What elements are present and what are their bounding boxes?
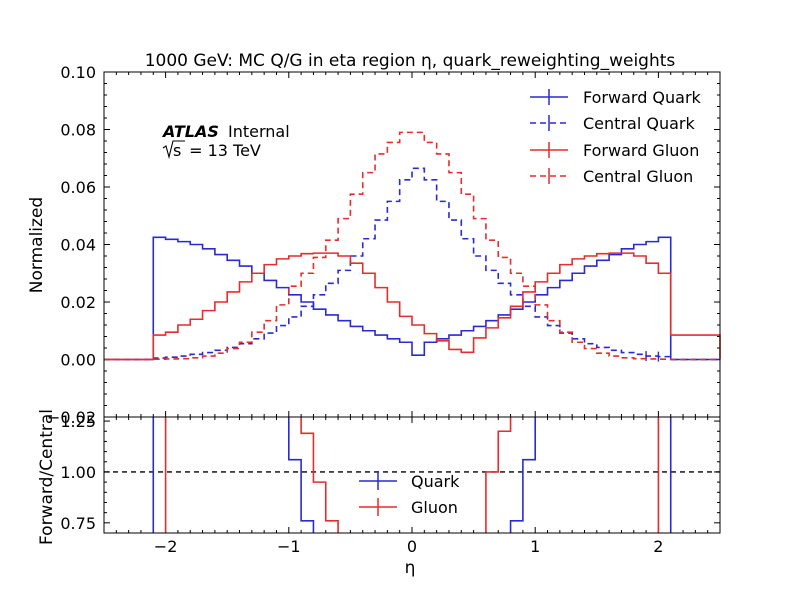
legend-label: Forward Quark bbox=[583, 88, 702, 107]
legend-item-gluon: Gluon bbox=[359, 498, 458, 517]
ratio-xtick-label: −2 bbox=[154, 537, 178, 556]
atlas-label: ATLAS Internal s = 13 TeV bbox=[161, 122, 290, 160]
legend-item-central-quark: Central Quark bbox=[530, 114, 695, 133]
energy-label: s = 13 TeV bbox=[162, 140, 261, 160]
sqrt-sign-icon bbox=[162, 140, 185, 160]
legend-item-forward-quark: Forward Quark bbox=[530, 88, 702, 107]
ratio-xtick-label: 0 bbox=[407, 537, 417, 556]
main-plot-panel: −0.02 0.00 0.02 0.04 0.06 0.08 0.10 Normalized… bbox=[27, 63, 721, 427]
main-ytick-label: −0.02 bbox=[47, 408, 96, 427]
ratio-xlabel: η bbox=[405, 558, 416, 578]
ratio-ytick-label: 1.00 bbox=[60, 463, 96, 482]
main-ytick-label: 0.00 bbox=[60, 351, 96, 370]
energy-prefix: s bbox=[173, 141, 181, 160]
legend-item-central-gluon: Central Gluon bbox=[530, 167, 693, 186]
legend-label: Quark bbox=[411, 472, 460, 491]
main-ytick-label: 0.10 bbox=[60, 63, 96, 82]
ratio-series-1-segment-2 bbox=[485, 417, 512, 533]
legend-label: Gluon bbox=[411, 498, 458, 517]
ratio-series-0-segment-1 bbox=[288, 417, 315, 533]
svg-text:ATLAS Internal: ATLAS Internal bbox=[161, 122, 290, 141]
ratio-legend: Quark Gluon bbox=[359, 472, 460, 517]
ratio-xtick-label: 1 bbox=[530, 537, 540, 556]
main-ylabel: Normalized bbox=[27, 197, 47, 293]
ratio-ytick-label: 0.75 bbox=[60, 514, 96, 533]
ratio-plot-panel: 0.75 1.00 1.25 −2 −1 0 1 2 Forward/Central η Qu… bbox=[37, 409, 721, 578]
main-series-group bbox=[104, 131, 721, 362]
legend-label: Forward Gluon bbox=[583, 141, 699, 160]
ratio-series-1-segment-1 bbox=[300, 417, 339, 533]
ratio-ylabel: Forward/Central bbox=[37, 409, 57, 545]
energy-value: = 13 TeV bbox=[184, 141, 261, 160]
ratio-xtick-label: 2 bbox=[653, 537, 663, 556]
ratio-xtick-label: −1 bbox=[277, 537, 301, 556]
series-line-2 bbox=[104, 252, 721, 361]
main-ytick-label: 0.06 bbox=[60, 178, 96, 197]
main-ytick-label: 0.04 bbox=[60, 236, 96, 255]
series-line-1 bbox=[104, 167, 720, 361]
main-ytick-label: 0.02 bbox=[60, 293, 96, 312]
legend-item-forward-gluon: Forward Gluon bbox=[530, 141, 699, 160]
series-line-0 bbox=[104, 236, 720, 361]
ratio-plot-frame bbox=[103, 416, 721, 534]
ratio-series-group bbox=[152, 417, 672, 533]
series-line-3 bbox=[104, 131, 720, 361]
ratio-series-0-segment-2 bbox=[509, 417, 536, 533]
main-legend: Forward Quark Central Quark Forward Gluo… bbox=[530, 88, 702, 186]
ratio-ytick-label: 1.25 bbox=[60, 412, 96, 431]
main-ytick-label: 0.08 bbox=[60, 121, 96, 140]
legend-label: Central Quark bbox=[583, 114, 695, 133]
atlas-experiment: ATLAS bbox=[161, 122, 219, 141]
atlas-status: Internal bbox=[228, 122, 290, 141]
legend-item-quark: Quark bbox=[359, 472, 460, 491]
chart-title: 1000 GeV: MC Q/G in eta region η, quark_… bbox=[145, 51, 676, 71]
legend-label: Central Gluon bbox=[583, 167, 693, 186]
